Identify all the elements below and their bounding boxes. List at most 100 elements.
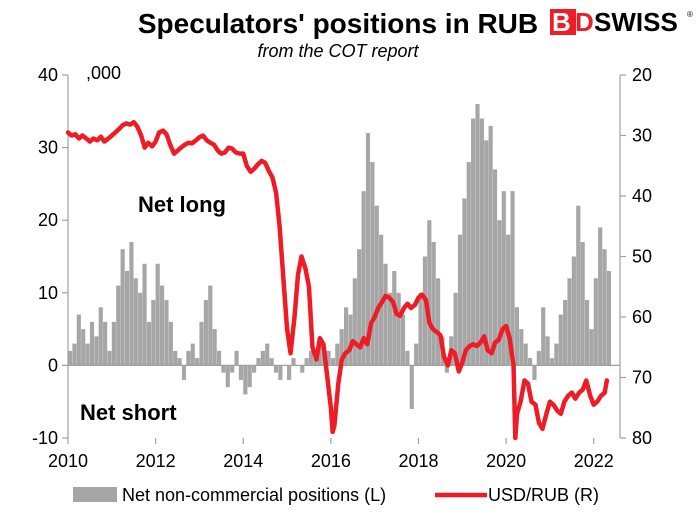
bar <box>492 169 498 366</box>
bar <box>260 350 265 366</box>
bar <box>339 329 344 366</box>
bar <box>208 285 213 366</box>
chart-title: Speculators' positions in RUB <box>138 8 538 39</box>
bar <box>81 329 86 366</box>
bar <box>488 125 493 366</box>
bar <box>457 234 463 366</box>
bar <box>409 365 414 409</box>
bar <box>576 205 581 366</box>
right-tick-label: 30 <box>632 126 652 146</box>
bar <box>580 241 585 366</box>
bar <box>317 343 322 366</box>
bar <box>554 343 559 366</box>
bar <box>304 358 309 366</box>
bar <box>85 343 90 366</box>
axes <box>62 74 626 444</box>
net-long-label: Net long <box>138 192 226 217</box>
bar <box>308 350 314 366</box>
legend: Net non-commercial positions (L) USD/RUB… <box>73 485 599 505</box>
bar <box>190 343 195 366</box>
left-tick-label: 30 <box>38 138 58 158</box>
bdswiss-logo: B D SWISS ® <box>550 7 693 37</box>
bar <box>392 271 397 366</box>
right-tick-label: 60 <box>632 307 652 327</box>
bar <box>199 321 204 366</box>
bar <box>76 314 81 366</box>
bar <box>545 336 550 366</box>
bar <box>120 249 125 366</box>
right-tick-label: 40 <box>632 186 652 206</box>
bar <box>484 140 489 366</box>
bar <box>453 292 458 366</box>
bar <box>584 300 590 366</box>
bar <box>444 365 449 373</box>
bar <box>164 300 169 366</box>
bar <box>602 249 607 366</box>
bar <box>497 220 502 366</box>
bar <box>528 358 533 366</box>
bar <box>501 191 506 366</box>
bar <box>230 365 235 373</box>
x-tick-label: 2020 <box>486 451 526 471</box>
bar <box>383 263 388 366</box>
bar <box>265 343 270 366</box>
bar <box>252 365 257 373</box>
svg-text:D: D <box>575 7 594 37</box>
bar <box>278 365 283 380</box>
units-label: ,000 <box>86 63 121 83</box>
bar <box>400 314 406 366</box>
svg-text:B: B <box>552 7 571 37</box>
left-tick-label: 0 <box>48 355 58 375</box>
x-axis-ticks: 2010 2012 2014 2016 2018 2020 2022 <box>48 451 614 471</box>
bar <box>133 278 138 366</box>
bar <box>186 350 191 366</box>
bar <box>168 321 173 366</box>
bar <box>181 365 187 380</box>
bar <box>431 241 436 366</box>
bar <box>243 365 248 395</box>
bar <box>387 292 392 366</box>
bar <box>335 343 340 366</box>
bar <box>98 307 103 366</box>
x-tick-label: 2022 <box>574 451 614 471</box>
bar <box>221 365 226 373</box>
bar <box>471 118 476 366</box>
bar <box>273 365 279 373</box>
bar <box>103 321 108 366</box>
bar <box>238 365 244 380</box>
bar <box>405 350 410 366</box>
bar <box>563 300 568 366</box>
x-tick-label: 2016 <box>311 451 351 471</box>
bar <box>72 343 77 366</box>
chart-subtitle: from the COT report <box>257 41 419 61</box>
bar <box>160 285 165 366</box>
bar <box>291 358 296 366</box>
bar <box>593 278 598 366</box>
bar <box>475 104 480 366</box>
bar <box>365 133 371 366</box>
bar <box>142 263 147 366</box>
bar <box>94 336 99 366</box>
bar <box>216 350 222 366</box>
bar <box>348 314 353 366</box>
bar <box>195 358 200 366</box>
right-tick-label: 80 <box>632 428 652 448</box>
bar <box>532 365 537 380</box>
bar <box>212 329 217 366</box>
bar <box>427 220 432 366</box>
bar <box>436 278 441 366</box>
bar <box>541 307 546 366</box>
bar <box>598 227 603 366</box>
usd-rub-line <box>65 119 610 441</box>
bar <box>466 162 471 366</box>
bar <box>589 329 594 366</box>
bar <box>519 329 524 366</box>
bar <box>536 350 541 366</box>
svg-text:SWISS: SWISS <box>594 7 678 37</box>
bar <box>462 198 467 366</box>
left-tick-label: 20 <box>38 210 58 230</box>
bar <box>225 365 230 388</box>
bar <box>558 314 563 366</box>
bar <box>146 321 152 366</box>
right-axis-ticks: 20 30 40 50 60 70 80 <box>632 65 652 448</box>
